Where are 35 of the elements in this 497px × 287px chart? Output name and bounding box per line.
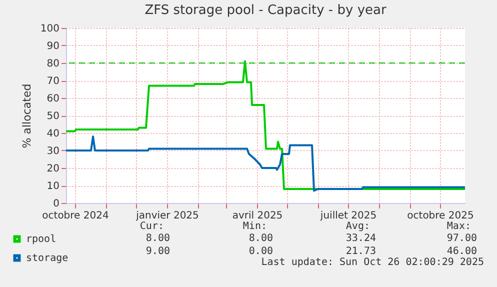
text: 46.00 [446, 246, 477, 258]
y-tick-label: 20 [46, 164, 60, 174]
text: 21.73 [346, 246, 376, 258]
y-tick-label: 50 [46, 111, 60, 122]
text: Cur: [140, 221, 164, 233]
text: 8.00 [248, 233, 273, 245]
y-axis-title: % allocated [20, 84, 34, 148]
text: 9.00 [146, 246, 170, 258]
text: Max: [446, 221, 471, 233]
y-tick-label: 100 [40, 24, 60, 34]
text: 97.00 [446, 233, 477, 245]
x-tick-label: octobre 2025 [407, 210, 474, 222]
text: 33.24 [346, 233, 376, 245]
x-tick-label: octobre 2024 [42, 210, 109, 222]
text: 8.00 [146, 233, 170, 245]
text: Avg: [346, 221, 370, 233]
y-tick-label: 60 [46, 94, 60, 104]
legend-label: rpool [26, 234, 56, 245]
line-series [65, 136, 466, 192]
y-tick-label: 70 [46, 76, 60, 87]
y-tick-label: 10 [46, 181, 60, 192]
x-tick-label: janvier 2025 [135, 210, 199, 222]
x-tick-label: juillet 2025 [319, 210, 377, 222]
y-tick-label: 90 [46, 41, 60, 52]
text: 0.00 [248, 246, 273, 258]
y-tick-label: 80 [46, 58, 60, 70]
legend-label: storage [26, 253, 68, 264]
line-series [65, 60, 466, 190]
text: Last update: Sun Oct 26 02:00:29 2025 [261, 257, 484, 269]
y-tick-label: 30 [46, 146, 60, 157]
y-tick-label: 0 [53, 198, 60, 210]
chart-title: ZFS storage pool - Capacity - by year [144, 3, 387, 18]
text: Min: [242, 221, 267, 233]
y-tick-label: 40 [46, 128, 60, 140]
x-tick-label: avril 2025 [232, 210, 283, 222]
